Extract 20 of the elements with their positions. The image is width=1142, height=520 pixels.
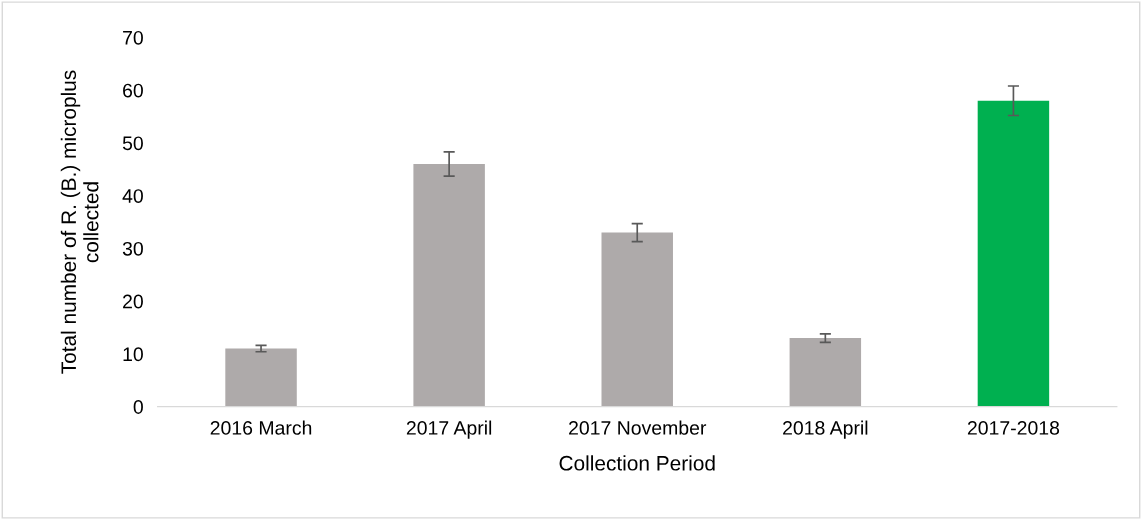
x-tick-label: 2018 April: [783, 420, 868, 439]
bar: [601, 232, 673, 407]
y-tick-label: 70: [123, 30, 143, 45]
bar: [225, 348, 297, 407]
y-tick-label: 40: [122, 189, 143, 203]
y-tick-label: 50: [122, 136, 143, 151]
y-tick-label: 30: [122, 241, 143, 256]
y-axis-title: Total number of R. (B.) microplus collected: [60, 70, 99, 374]
bar: [977, 100, 1050, 407]
x-tick-label: 2017 April: [406, 420, 492, 439]
x-tick-label: 2017-2018: [967, 421, 1060, 435]
y-tick-label: 0: [133, 400, 143, 414]
y-tick-label: 20: [123, 294, 143, 309]
y-tick-label: 10: [123, 347, 143, 362]
y-tick-label: 60: [123, 83, 143, 98]
bar: [789, 338, 862, 407]
x-tick-label: 2017 November: [569, 420, 707, 435]
x-tick-label: 2016 March: [210, 420, 312, 435]
bar: [413, 164, 485, 407]
x-axis-title: Collection Period: [559, 455, 715, 471]
